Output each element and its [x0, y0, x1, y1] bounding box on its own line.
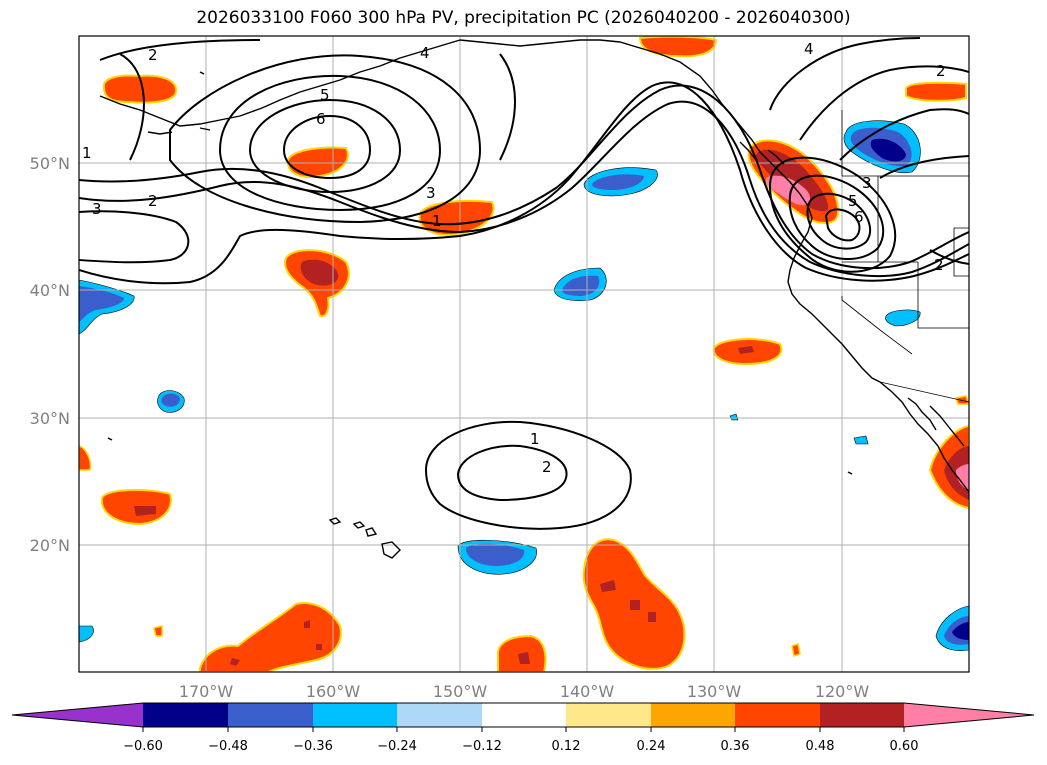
lon-tick-label: 130°W — [687, 682, 742, 701]
colorbar-extend-low — [12, 703, 143, 727]
precip-core-negative-max — [870, 138, 906, 162]
precip-blob-negative — [885, 309, 921, 327]
precip-blob-negative — [853, 435, 869, 445]
precip-core-negative — [79, 286, 124, 322]
colorbar-tick-label: −0.36 — [293, 739, 333, 754]
longitude-axis-labels: 170°W 160°W 150°W 140°W 130°W 120°W — [179, 682, 870, 701]
precip-core-high — [738, 346, 754, 354]
colorbar-segment — [735, 703, 820, 727]
contour-label: 3 — [426, 184, 436, 202]
colorbar-segment — [228, 703, 313, 727]
precip-core-max — [766, 175, 811, 206]
colorbar-tick-label: 0.48 — [806, 739, 835, 754]
contour-label: 2 — [936, 62, 946, 80]
pv-contours — [79, 37, 969, 530]
colorbar-segment — [651, 703, 735, 727]
colorbar-segment — [397, 703, 482, 727]
plot-area: 2 4 6 5 3 1 2 3 1 4 2 3 5 6 2 1 2 — [79, 36, 969, 672]
lat-tick-label: 30°N — [30, 409, 70, 428]
precip-core-max — [956, 464, 969, 490]
contour-label: 2 — [934, 256, 944, 274]
lat-tick-label: 40°N — [30, 281, 70, 300]
contour-label: 5 — [848, 192, 858, 210]
precip-core-negative — [466, 543, 525, 566]
precip-core-negative — [161, 393, 180, 407]
colorbar-segment — [143, 703, 228, 727]
precip-core-high — [230, 658, 240, 666]
lon-tick-label: 160°W — [306, 682, 361, 701]
lon-tick-label: 150°W — [433, 682, 488, 701]
colorbar-tick-labels: −0.60 −0.48 −0.36 −0.24 −0.12 0.12 0.24 … — [123, 739, 918, 754]
lat-tick-label: 20°N — [30, 536, 70, 555]
precip-core-high — [518, 652, 530, 664]
lon-tick-label: 170°W — [179, 682, 234, 701]
colorbar-ticks — [142, 727, 905, 732]
colorbar-tick-label: −0.12 — [462, 739, 502, 754]
colorbar-tick-label: −0.48 — [208, 739, 248, 754]
precip-core-negative — [562, 275, 600, 296]
plot-frame — [78, 35, 970, 673]
precip-core-high — [316, 644, 322, 650]
contour-label: 1 — [432, 212, 442, 230]
precip-core-high — [300, 259, 339, 286]
coastlines — [99, 39, 969, 559]
contour-label: 6 — [316, 110, 326, 128]
precip-core-high — [630, 600, 640, 610]
lon-tick-label: 140°W — [560, 682, 615, 701]
precip-blob-positive — [905, 81, 967, 102]
precip-core-high — [304, 620, 310, 628]
contour-label: 2 — [148, 46, 158, 64]
precip-core-negative — [592, 174, 644, 190]
contour-label: 4 — [420, 44, 430, 62]
precip-blob-positive — [79, 445, 92, 471]
contour-label: 2 — [148, 192, 158, 210]
contour-label: 1 — [82, 144, 92, 162]
colorbar-segment — [482, 703, 566, 727]
precip-blob-positive — [791, 643, 801, 657]
contour-labels: 2 4 6 5 3 1 2 3 1 4 2 3 5 6 2 1 2 — [82, 40, 946, 476]
lon-tick-label: 120°W — [815, 682, 870, 701]
precip-blob-positive — [955, 395, 969, 405]
colorbar-extend-high — [904, 703, 1034, 727]
precip-core-high — [600, 580, 616, 592]
contour-label: 5 — [320, 86, 330, 104]
colorbar-tick-label: −0.60 — [123, 739, 163, 754]
colorbar-segment — [820, 703, 904, 727]
latitude-axis-labels: 50°N 40°N 30°N 20°N — [30, 154, 70, 555]
contour-label: 2 — [542, 458, 552, 476]
colorbar-tick-label: 0.36 — [721, 739, 750, 754]
colorbar-tick-label: −0.24 — [377, 739, 417, 754]
contour-label: 4 — [804, 40, 814, 58]
colorbar-segment — [313, 703, 397, 727]
precip-core-high — [648, 612, 656, 622]
contour-label: 1 — [530, 430, 540, 448]
precip-blob-positive — [199, 602, 342, 672]
colorbar-tick-label: 0.12 — [552, 739, 581, 754]
contour-label: 3 — [92, 200, 102, 218]
colorbar-tick-label: 0.24 — [637, 739, 666, 754]
map-title: 2026033100 F060 300 hPa PV, precipitatio… — [196, 8, 851, 28]
precip-core-high — [134, 506, 156, 516]
colorbar: −0.60 −0.48 −0.36 −0.24 −0.12 0.12 0.24 … — [11, 702, 1035, 754]
contour-label: 6 — [854, 208, 864, 226]
precip-blob-positive — [102, 74, 178, 104]
lat-tick-label: 50°N — [30, 154, 70, 173]
colorbar-segment — [566, 703, 651, 727]
colorbar-tick-label: 0.60 — [890, 739, 919, 754]
precip-blob-positive — [153, 625, 163, 637]
contour-label: 3 — [862, 174, 872, 192]
precip-core-negative-max — [952, 622, 969, 640]
